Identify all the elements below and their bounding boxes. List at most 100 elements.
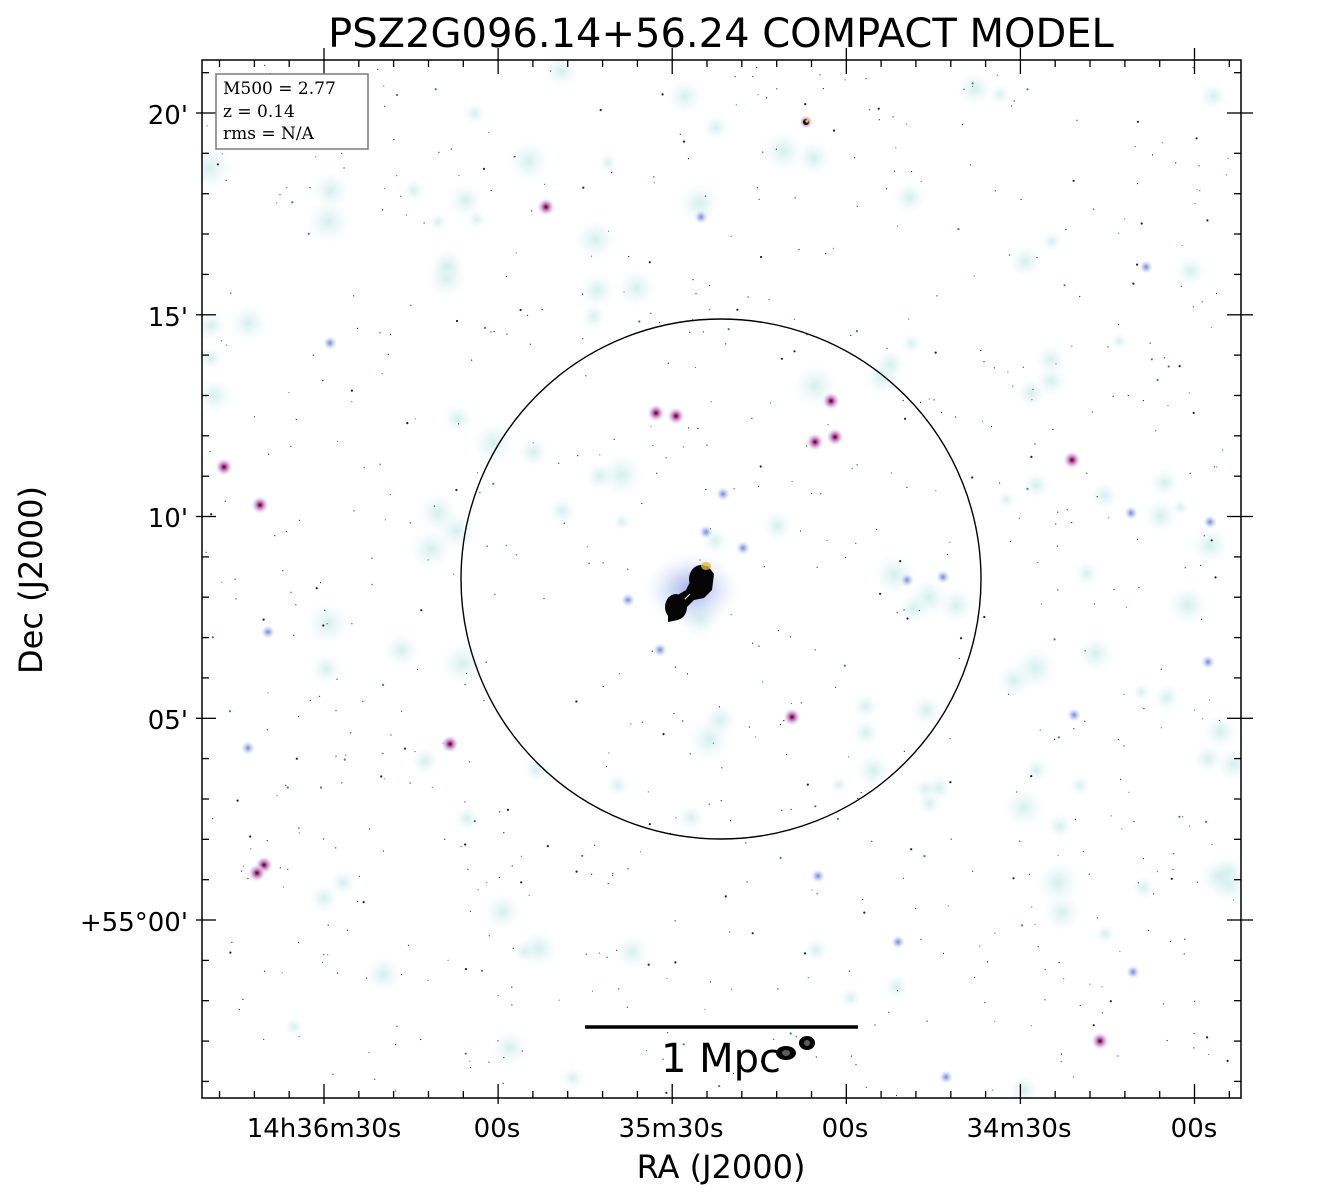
speckle — [665, 1091, 668, 1094]
speckle — [401, 710, 403, 712]
speckle — [486, 545, 488, 547]
speckle — [1121, 828, 1123, 830]
speckle — [647, 791, 649, 793]
speckle — [414, 751, 416, 753]
speckle — [745, 842, 747, 844]
speckle — [1053, 638, 1056, 641]
speckle — [638, 320, 641, 323]
speckle — [730, 820, 732, 822]
diffuse-blob — [875, 349, 906, 380]
speckle — [410, 304, 412, 306]
speckle — [503, 832, 505, 834]
speckle — [209, 450, 211, 453]
diffuse-blob — [703, 115, 729, 141]
speckle — [1163, 1003, 1165, 1005]
speckle — [1057, 736, 1060, 739]
speckle — [1109, 1000, 1112, 1003]
speckle — [401, 973, 403, 976]
diffuse-blob — [454, 806, 480, 831]
speckle — [520, 881, 523, 884]
speckle — [899, 560, 902, 563]
speckle — [505, 275, 507, 277]
top-bright-source — [799, 115, 813, 129]
speckle — [996, 74, 999, 76]
speckle — [1054, 738, 1056, 740]
pink-source — [1063, 451, 1081, 469]
speckle — [682, 446, 684, 448]
speckle — [433, 505, 435, 507]
speckle — [682, 720, 684, 722]
speckle — [942, 952, 945, 955]
speckle — [488, 131, 490, 133]
speckle — [464, 843, 467, 846]
speckle — [747, 296, 749, 298]
speckle — [623, 291, 625, 293]
speckle — [307, 232, 310, 235]
speckle — [1167, 404, 1169, 406]
speckle — [225, 179, 227, 181]
speckle — [1198, 165, 1200, 167]
speckle — [383, 778, 385, 780]
speckle — [949, 738, 951, 740]
speckle — [1184, 567, 1186, 569]
speckle — [1120, 778, 1122, 780]
speckle — [358, 875, 360, 877]
speckle — [546, 845, 549, 848]
speckle — [374, 1078, 376, 1080]
speckle — [468, 761, 470, 763]
speckle — [662, 733, 665, 736]
speckle — [505, 545, 507, 547]
diffuse-blob — [1041, 231, 1063, 252]
speckle — [736, 308, 739, 311]
speckle — [224, 500, 226, 502]
speckle — [362, 700, 364, 702]
speckle — [1218, 719, 1220, 722]
speckle — [287, 868, 289, 870]
speckle — [1193, 709, 1196, 711]
speckle — [969, 164, 972, 166]
speckle — [994, 932, 996, 934]
speckle — [503, 1056, 505, 1059]
speckle — [760, 255, 763, 259]
speckle — [1151, 154, 1154, 156]
speckle — [844, 79, 846, 81]
speckle — [263, 1038, 265, 1040]
speckle — [807, 977, 809, 979]
speckle — [721, 767, 723, 769]
diffuse-blob — [1043, 893, 1081, 932]
speckle — [832, 247, 835, 249]
speckle — [902, 877, 905, 879]
speckle — [315, 587, 318, 590]
speckle — [704, 195, 707, 197]
speckle — [729, 931, 731, 933]
speckle — [295, 757, 298, 760]
speckle — [793, 350, 796, 353]
speckle — [384, 105, 386, 107]
diffuse-blob — [1016, 378, 1047, 408]
speckle — [1011, 105, 1013, 107]
speckle — [231, 941, 233, 944]
speckle — [335, 755, 337, 757]
speckle — [1082, 850, 1084, 853]
figure-title: PSZ2G096.14+56.24 COMPACT MODEL — [328, 11, 1114, 57]
speckle — [1161, 142, 1163, 144]
speckle — [820, 493, 822, 495]
speckle — [585, 953, 587, 955]
speckle — [1071, 522, 1073, 524]
speckle — [1058, 961, 1060, 964]
speckle — [1175, 162, 1177, 164]
diffuse-blob — [679, 182, 720, 224]
speckle — [1028, 873, 1030, 875]
speckle — [469, 1067, 471, 1069]
speckle — [1193, 1047, 1195, 1049]
speckle — [605, 766, 608, 768]
speckle — [827, 424, 829, 426]
diffuse-blob — [762, 510, 793, 542]
speckle — [795, 1036, 797, 1038]
speckle — [249, 835, 252, 838]
info-redshift: z = 0.14 — [223, 102, 295, 122]
blue-source — [699, 525, 713, 539]
speckle — [825, 253, 827, 255]
speckle — [1166, 1039, 1168, 1042]
pink-source — [806, 433, 824, 451]
